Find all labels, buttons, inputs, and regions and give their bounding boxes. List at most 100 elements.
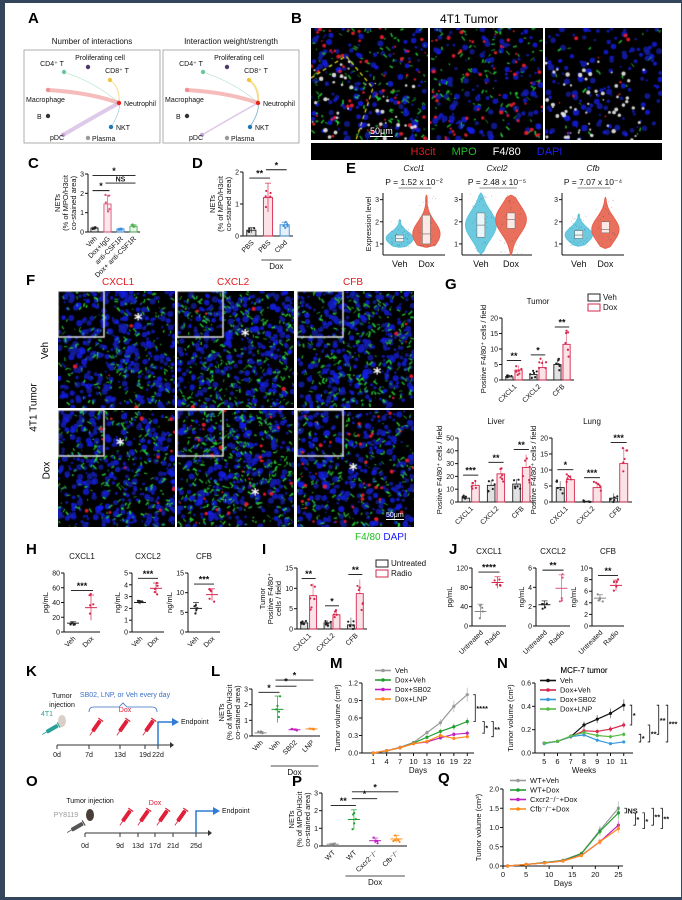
data-point [495,583,498,586]
data-point [392,839,395,843]
data-point [567,474,570,478]
data-point [91,227,95,231]
significance-label: ** [660,716,666,725]
cell-point [572,216,573,218]
micrograph-f-veh-cxcl1 [58,291,175,408]
y-tick-label: 80 [52,571,60,578]
significance-label: * [645,817,648,826]
interaction-edge [201,102,259,136]
bar [486,484,496,503]
y-tick-label: 2 [528,604,532,611]
cell-point [509,201,510,203]
data-point [293,728,296,731]
significance-label: * [642,734,645,743]
data-point [587,500,590,503]
brace [88,702,158,713]
cell-label: Macrophage [165,97,204,104]
cell-point [404,246,405,248]
y-tick-label: 5 [124,571,128,578]
x-tick-label: 0 [501,870,505,879]
significance-bracket [651,807,654,826]
p-value: P = 2.48 x 10⁻⁵ [468,177,526,187]
y-tick-label: 10 [490,347,498,354]
x-tick-label: 5 [524,870,528,879]
cell-label: Macrophage [26,97,65,104]
y-tick-label: 5 [494,362,498,369]
cell-point [427,202,429,204]
chart-title: Lung [583,417,601,426]
data-point [248,227,251,230]
y-tick-label: 2 [454,219,458,226]
cell-point [521,253,523,255]
cell-point [479,201,480,202]
x-tick-label: CXCL2 [479,505,500,526]
day-label: 22d [152,752,164,759]
cell-point [609,247,611,249]
legend-marker [546,707,550,711]
cell-node [116,100,122,106]
data-point [487,480,491,483]
data-point [310,606,313,609]
y-tick-label: 1 [375,241,379,248]
legend-label: Cxcr2⁻/⁻+Dox [530,795,578,804]
cell-point [580,218,582,220]
panel-label-p: P [292,773,303,790]
data-point [208,597,211,600]
significance-label: * [284,677,288,687]
y-tick-label: 10 [285,586,293,593]
data-point [301,620,304,623]
cell-point [406,238,408,240]
x-tick-label: SB02 [282,739,299,756]
data-point [524,459,527,462]
x-tick-label: CXCL2 [521,383,542,404]
cell-point [579,213,581,215]
data-point [541,607,544,610]
panel-label-l: L [211,663,221,680]
chart-title: CXCL1 [476,547,502,556]
data-point [465,693,469,697]
y-tick-label: 3 [244,687,248,694]
cell-point [402,226,404,228]
cell-point [474,206,476,207]
data-point [579,854,584,858]
cell-point [417,226,418,228]
data-point [537,366,541,369]
data-point [247,230,250,233]
mouse-icon [58,715,66,727]
cell-point [403,231,405,233]
cell-point [576,226,577,228]
data-point [471,482,474,485]
data-point [313,597,316,601]
significance-label: ** [340,796,348,806]
data-point [333,613,336,616]
cell-point [505,214,507,215]
y-axis-label: ng/mL [569,587,578,608]
x-tick-label: CFB [608,505,623,520]
f-col-cfb: CFB [343,277,363,288]
data-point [265,189,268,193]
data-point [530,376,533,379]
cell-point [490,216,492,218]
cell-point [391,241,392,243]
cell-point [421,244,422,246]
cell-point [485,243,487,245]
cell-point [582,242,584,244]
data-point [195,608,198,612]
legend-marker [516,778,520,783]
y-axis-label: pg/mL [41,592,50,613]
data-point [517,369,520,372]
y-tick-label: 20 [446,474,454,481]
data-point [425,730,429,735]
cell-point [402,232,404,233]
significance-label: ** [654,813,660,822]
y-tick-label: 1 [80,210,84,217]
cell-point [603,206,605,208]
cell-point [483,242,485,243]
data-point [284,220,287,224]
y-tick-label: 6 [528,566,532,573]
y-tick-label: 0.9 [348,698,358,705]
micrograph-b-f480 [545,28,662,140]
data-point [598,596,601,600]
cell-point [514,249,516,251]
y-tick-label: 0.0 [489,864,499,871]
